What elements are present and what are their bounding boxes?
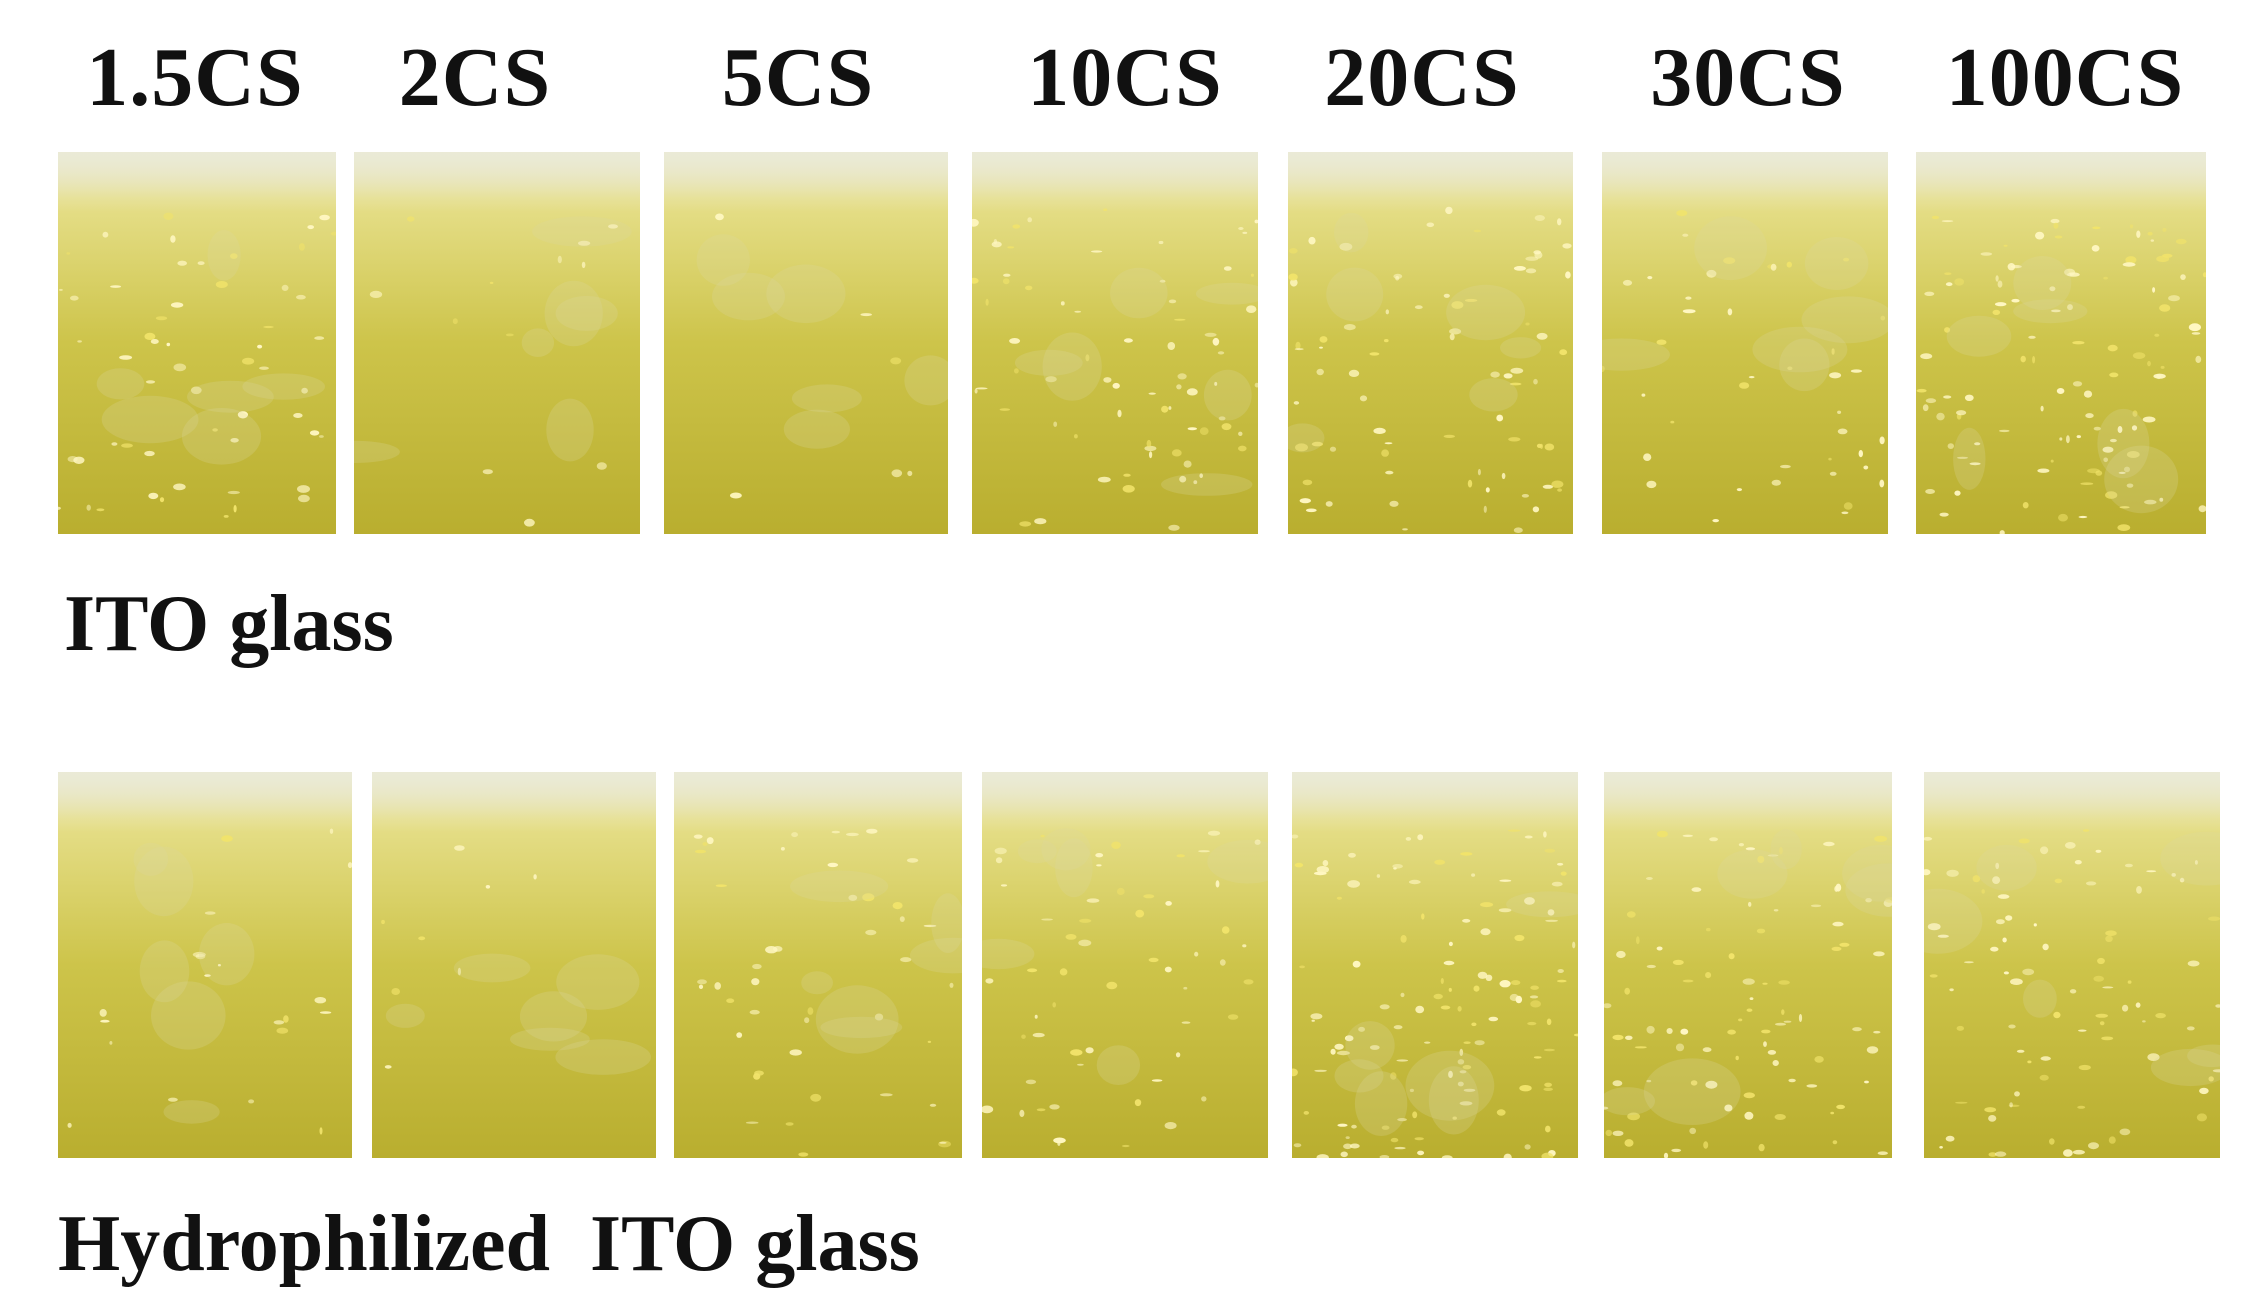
clear-glass-edge — [1602, 152, 1888, 212]
clear-glass-edge — [1288, 152, 1573, 212]
film-texture — [354, 152, 640, 534]
sample-photo — [1292, 772, 1578, 1158]
film-texture — [1604, 772, 1892, 1158]
film-texture — [674, 772, 962, 1158]
sample-photo — [1602, 152, 1888, 534]
column-label-10cs: 10CS — [1027, 31, 1223, 124]
film-texture — [1924, 772, 2220, 1158]
row-label-hydrophilized-ito-glass: Hydrophilized ITO glass — [58, 1200, 920, 1288]
clear-glass-edge — [372, 772, 656, 832]
sample-photo — [58, 152, 336, 534]
film-texture — [664, 152, 948, 534]
film-texture — [1292, 772, 1578, 1158]
column-label-5cs: 5CS — [721, 31, 875, 124]
film-texture — [972, 152, 1258, 534]
clear-glass-edge — [972, 152, 1258, 212]
sample-photo — [674, 772, 962, 1158]
sample-photo — [354, 152, 640, 534]
sample-photo — [1288, 152, 1573, 534]
clear-glass-edge — [1916, 152, 2206, 212]
sample-photo — [982, 772, 1268, 1158]
clear-glass-edge — [354, 152, 640, 212]
clear-glass-edge — [58, 772, 352, 832]
column-label-100cs: 100CS — [1945, 31, 2185, 124]
clear-glass-edge — [1604, 772, 1892, 832]
clear-glass-edge — [1924, 772, 2220, 832]
sample-photo — [1604, 772, 1892, 1158]
sample-photo — [58, 772, 352, 1158]
sample-photo — [372, 772, 656, 1158]
film-texture — [982, 772, 1268, 1158]
film-texture — [1288, 152, 1573, 534]
film-texture — [1916, 152, 2206, 534]
film-texture — [58, 772, 352, 1158]
sample-photo — [972, 152, 1258, 534]
sample-photo — [1924, 772, 2220, 1158]
sample-photo — [664, 152, 948, 534]
film-texture — [1602, 152, 1888, 534]
clear-glass-edge — [982, 772, 1268, 832]
column-label-1-5cs: 1.5CS — [86, 31, 304, 124]
row-label-ito-glass: ITO glass — [64, 580, 394, 668]
clear-glass-edge — [58, 152, 336, 212]
film-texture — [372, 772, 656, 1158]
column-label-20cs: 20CS — [1324, 31, 1520, 124]
column-label-30cs: 30CS — [1650, 31, 1846, 124]
film-texture — [58, 152, 336, 534]
clear-glass-edge — [674, 772, 962, 832]
column-label-2cs: 2CS — [398, 31, 552, 124]
sample-photo — [1916, 152, 2206, 534]
clear-glass-edge — [664, 152, 948, 212]
clear-glass-edge — [1292, 772, 1578, 832]
